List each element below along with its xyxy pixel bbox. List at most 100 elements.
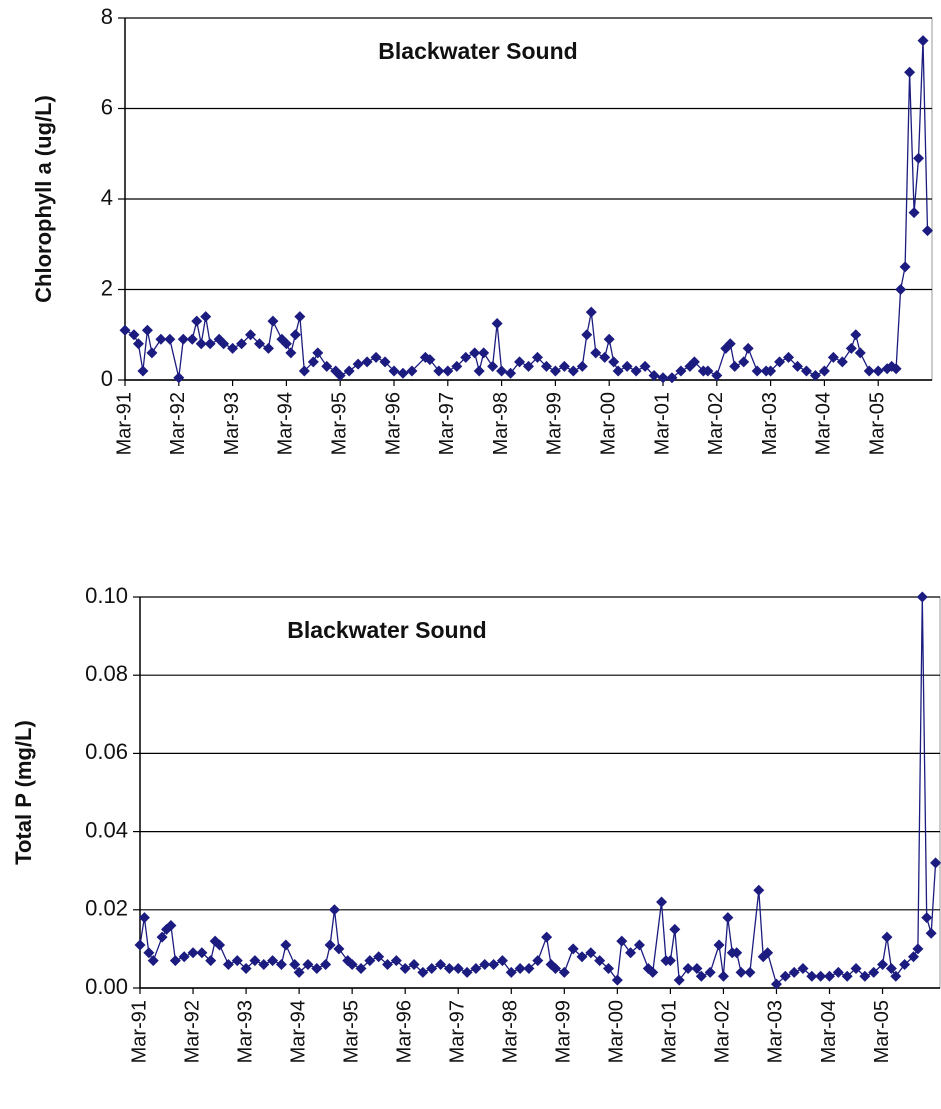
data-point (738, 356, 750, 368)
data-point (178, 951, 190, 963)
data-point (280, 338, 292, 350)
data-point (639, 360, 651, 372)
data-point (682, 962, 694, 974)
data-point (177, 333, 189, 345)
data-point (806, 970, 818, 982)
x-tick-label: Mar-97 (436, 392, 458, 455)
data-point (334, 369, 346, 381)
data-point (779, 970, 791, 982)
data-point (908, 207, 920, 219)
data-point (912, 943, 924, 955)
data-point (788, 966, 800, 978)
data-point (558, 360, 570, 372)
data-point (138, 912, 150, 924)
data-point (841, 970, 853, 982)
data-point (765, 365, 777, 377)
data-point (258, 959, 270, 971)
y-tick-label: 0 (101, 366, 113, 391)
data-point (320, 959, 332, 971)
data-point (505, 966, 517, 978)
data-point (711, 369, 723, 381)
data-point (581, 329, 593, 341)
data-point (868, 966, 880, 978)
data-point (717, 970, 729, 982)
data-point (289, 329, 301, 341)
data-point (249, 955, 261, 967)
data-point (594, 955, 606, 967)
data-point (885, 962, 897, 974)
data-point (585, 947, 597, 959)
data-point (343, 365, 355, 377)
data-point (514, 962, 526, 974)
data-point (496, 365, 508, 377)
data-point (275, 959, 287, 971)
x-tick-label: Mar-03 (759, 392, 781, 455)
data-point (397, 367, 409, 379)
data-point (352, 358, 364, 370)
data-point (800, 365, 812, 377)
data-point (824, 970, 836, 982)
data-point (236, 338, 248, 350)
data-point (451, 360, 463, 372)
plot-area (139, 596, 941, 989)
x-tick-label: Mar-00 (606, 1000, 628, 1063)
data-point (321, 360, 333, 372)
data-point (218, 338, 230, 350)
data-point (531, 351, 543, 363)
data-point (388, 365, 400, 377)
x-tick-label: Mar-96 (382, 392, 404, 455)
data-point (328, 904, 340, 916)
data-point (417, 966, 429, 978)
data-point (146, 347, 158, 359)
data-point (612, 365, 624, 377)
data-point (523, 360, 534, 372)
data-point (478, 347, 490, 359)
x-tick-label: Mar-92 (167, 392, 189, 455)
data-point (558, 966, 570, 978)
data-point (231, 955, 243, 967)
y-tick-label: 0.08 (85, 661, 128, 686)
data-point (488, 959, 500, 971)
data-point (134, 939, 146, 951)
data-point (227, 342, 239, 354)
data-point (713, 939, 725, 951)
data-point (452, 962, 464, 974)
data-point (406, 365, 418, 377)
data-point (657, 372, 669, 384)
data-point (461, 966, 473, 978)
data-point (294, 311, 306, 323)
data-point (567, 943, 579, 955)
data-point (567, 365, 579, 377)
y-tick-label: 6 (101, 94, 113, 119)
x-tick-label: Mar-00 (597, 392, 619, 455)
x-tick-label: Mar-98 (490, 392, 512, 455)
x-tick-label: Mar-97 (447, 1000, 469, 1063)
data-point (390, 955, 402, 967)
chart-title: Blackwater Sound (287, 617, 486, 643)
data-point (426, 962, 438, 974)
data-point (863, 365, 875, 377)
data-point (442, 365, 454, 377)
y-axis-label: Chlorophyll a (ug/L) (31, 95, 56, 303)
data-point (169, 955, 181, 967)
data-point (532, 955, 544, 967)
x-tick-label: Mar-05 (866, 392, 888, 455)
y-tick-label: 0.10 (85, 583, 128, 608)
data-point (379, 356, 391, 368)
chart: 0 2 4 6 8 Mar-91 Mar-92 Mar-93 Mar-94 Mar-95 Mar-9… (31, 4, 934, 455)
x-tick-label: Mar-04 (818, 1000, 840, 1063)
data-point (704, 966, 716, 978)
data-point (424, 354, 436, 366)
data-point (289, 959, 301, 971)
data-point (222, 959, 234, 971)
data-point (859, 970, 871, 982)
data-point (792, 360, 803, 372)
data-point (729, 360, 741, 372)
data-point (470, 962, 482, 974)
x-tick-label: Mar-01 (659, 1000, 681, 1063)
data-point (666, 372, 678, 384)
data-point (280, 939, 292, 951)
data-point (845, 342, 857, 354)
data-point (797, 962, 809, 974)
data-point (599, 351, 611, 363)
